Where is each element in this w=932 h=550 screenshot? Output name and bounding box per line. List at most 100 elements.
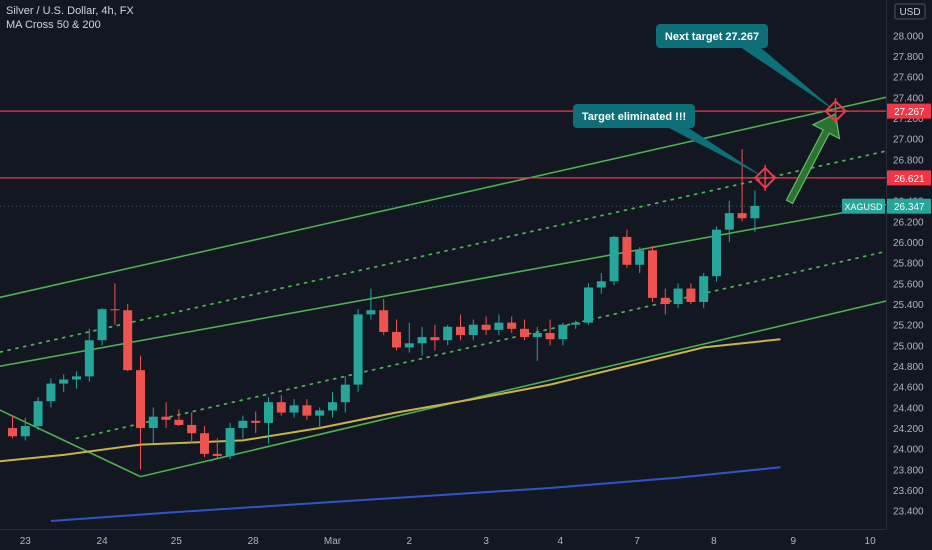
candle[interactable] bbox=[225, 422, 235, 460]
candle[interactable] bbox=[59, 374, 69, 392]
candle[interactable] bbox=[238, 415, 248, 439]
candle[interactable] bbox=[84, 328, 94, 382]
candle[interactable] bbox=[379, 298, 389, 336]
symbol-tag-bg bbox=[842, 198, 885, 214]
candle[interactable] bbox=[507, 316, 517, 333]
candle[interactable] bbox=[584, 283, 593, 325]
candle[interactable] bbox=[340, 376, 350, 413]
ma50-line[interactable] bbox=[0, 338, 781, 465]
symbol-tag-text: XAGUSD bbox=[844, 202, 883, 212]
candle[interactable] bbox=[571, 320, 581, 329]
candle[interactable] bbox=[20, 417, 30, 441]
candle[interactable] bbox=[520, 319, 529, 341]
candle[interactable] bbox=[750, 190, 760, 232]
price-tick: 23.600 bbox=[893, 486, 924, 497]
candle-body bbox=[238, 420, 248, 429]
candle[interactable] bbox=[46, 378, 56, 408]
candle[interactable] bbox=[148, 407, 158, 444]
candle-body bbox=[353, 314, 363, 385]
candle[interactable] bbox=[315, 407, 325, 429]
candle[interactable] bbox=[328, 391, 337, 418]
candle[interactable] bbox=[699, 273, 709, 309]
candle[interactable] bbox=[264, 397, 273, 444]
candle[interactable] bbox=[187, 412, 197, 444]
candle[interactable] bbox=[724, 200, 734, 243]
candle-body bbox=[622, 236, 632, 265]
annotation-callout[interactable]: Next target 27.267 bbox=[656, 24, 836, 112]
channel-line-solid[interactable] bbox=[0, 201, 909, 374]
time-tick: 10 bbox=[865, 536, 877, 547]
indicator-label[interactable]: MA Cross 50 & 200 bbox=[6, 19, 101, 31]
candle[interactable] bbox=[558, 322, 568, 346]
candle[interactable] bbox=[97, 308, 107, 346]
candle[interactable] bbox=[8, 415, 17, 439]
candle[interactable] bbox=[673, 283, 683, 309]
price-tick: 25.400 bbox=[893, 300, 924, 311]
candle[interactable] bbox=[430, 324, 440, 351]
candle[interactable] bbox=[392, 319, 401, 351]
candle-body bbox=[494, 322, 504, 330]
projection-arrow[interactable] bbox=[785, 113, 841, 205]
candle[interactable] bbox=[712, 226, 721, 282]
price-tick: 27.800 bbox=[893, 52, 924, 63]
candle[interactable] bbox=[494, 314, 504, 336]
candle[interactable] bbox=[161, 402, 171, 429]
candle[interactable] bbox=[545, 319, 555, 346]
candle[interactable] bbox=[404, 322, 414, 353]
price-tick: 25.000 bbox=[893, 341, 924, 352]
candle[interactable] bbox=[276, 394, 286, 416]
channel-line-solid[interactable] bbox=[0, 392, 141, 478]
candle[interactable] bbox=[212, 438, 222, 460]
candle-body bbox=[59, 379, 69, 384]
annotation-callout[interactable]: Target eliminated !!! bbox=[573, 104, 766, 178]
candle[interactable] bbox=[33, 397, 43, 431]
candle[interactable] bbox=[737, 149, 747, 222]
price-tick: 24.200 bbox=[893, 424, 924, 435]
candle[interactable] bbox=[366, 288, 376, 320]
candle[interactable] bbox=[481, 316, 491, 336]
time-tick: 3 bbox=[483, 536, 489, 547]
candle[interactable] bbox=[136, 355, 145, 470]
candle[interactable] bbox=[468, 319, 478, 341]
callout-pointer bbox=[667, 127, 766, 178]
channel-line-dotted[interactable] bbox=[75, 246, 909, 440]
candle[interactable] bbox=[532, 326, 542, 361]
time-tick: 2 bbox=[407, 536, 413, 547]
target-crosshair-icon[interactable] bbox=[822, 98, 849, 125]
candle-body bbox=[584, 287, 593, 323]
price-tick: 25.800 bbox=[893, 259, 924, 270]
candle[interactable] bbox=[200, 425, 209, 457]
candle[interactable] bbox=[609, 235, 619, 286]
candle[interactable] bbox=[622, 229, 632, 268]
candle[interactable] bbox=[456, 314, 465, 341]
candle[interactable] bbox=[72, 371, 81, 389]
candle[interactable] bbox=[648, 246, 657, 302]
currency-badge[interactable]: USD bbox=[894, 3, 926, 20]
ma200-line[interactable] bbox=[50, 466, 781, 522]
candle[interactable] bbox=[353, 309, 363, 392]
candle[interactable] bbox=[110, 283, 120, 325]
candle[interactable] bbox=[251, 411, 261, 434]
candle[interactable] bbox=[302, 399, 312, 420]
candle[interactable] bbox=[289, 399, 299, 418]
candle[interactable] bbox=[596, 273, 606, 294]
candle[interactable] bbox=[686, 283, 696, 305]
candle-body bbox=[20, 425, 30, 437]
candle[interactable] bbox=[635, 247, 645, 274]
channel-line-solid[interactable] bbox=[140, 296, 909, 478]
candle-body bbox=[33, 401, 43, 426]
candle[interactable] bbox=[174, 409, 184, 426]
candle[interactable] bbox=[417, 326, 427, 356]
candle-body bbox=[340, 384, 350, 403]
channel-line-dotted[interactable] bbox=[0, 146, 909, 361]
candle[interactable] bbox=[443, 324, 453, 346]
candle[interactable] bbox=[660, 288, 670, 315]
channel-line-solid[interactable] bbox=[0, 92, 909, 306]
target-crosshair-icon[interactable] bbox=[752, 164, 779, 191]
candle-body bbox=[724, 213, 734, 230]
candle[interactable] bbox=[123, 304, 133, 372]
time-axis[interactable]: 23 24 25 28 Mar 2 3 4 7 8 9 10 bbox=[0, 529, 886, 550]
price-axis[interactable]: 28.000 27.800 27.600 27.400 27.200 27.000 26.8… bbox=[886, 0, 932, 550]
